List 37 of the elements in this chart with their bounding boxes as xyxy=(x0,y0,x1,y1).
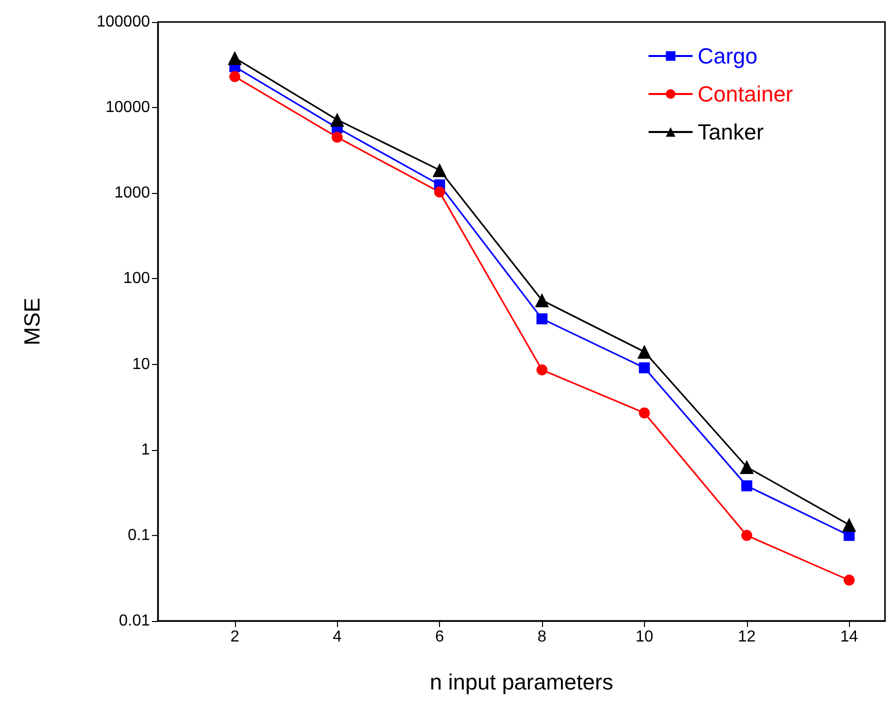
y-tick-label: 1000 xyxy=(114,184,150,202)
y-tick-label: 100 xyxy=(123,270,150,288)
x-tick-label: 10 xyxy=(635,628,654,646)
point xyxy=(637,344,652,359)
point xyxy=(536,364,548,376)
legend-label: Container xyxy=(698,82,793,106)
point xyxy=(229,71,240,82)
y-axis-title: MSE xyxy=(20,298,44,346)
point xyxy=(740,460,754,474)
y-tick-label: 100000 xyxy=(96,14,150,30)
point xyxy=(330,112,344,127)
x-tick-label: 14 xyxy=(840,628,858,646)
point xyxy=(741,480,752,492)
point xyxy=(741,530,752,541)
point xyxy=(842,518,856,532)
point xyxy=(228,50,242,65)
point xyxy=(434,186,446,198)
legend-label: Cargo xyxy=(698,44,758,68)
x-tick-label: 12 xyxy=(738,628,756,646)
point xyxy=(638,407,650,418)
x-tick-label: 4 xyxy=(332,628,342,646)
point xyxy=(432,163,447,178)
y-tick-label: 10000 xyxy=(106,99,150,116)
y-tick-label: 0.1 xyxy=(128,526,150,544)
x-tick-label: 2 xyxy=(230,628,240,646)
y-tick-label: 0.01 xyxy=(118,612,150,630)
x-tick-label: 8 xyxy=(538,628,547,646)
y-tick-label: 1 xyxy=(141,441,150,458)
point xyxy=(332,132,343,143)
x-axis-title: n input parameters xyxy=(430,670,614,694)
y-tick-label: 10 xyxy=(132,356,150,373)
point xyxy=(534,293,549,308)
x-tick-label: 6 xyxy=(435,628,444,646)
legend-label: Tanker xyxy=(698,120,764,144)
point xyxy=(844,574,855,586)
point xyxy=(638,362,650,374)
point xyxy=(536,313,548,324)
